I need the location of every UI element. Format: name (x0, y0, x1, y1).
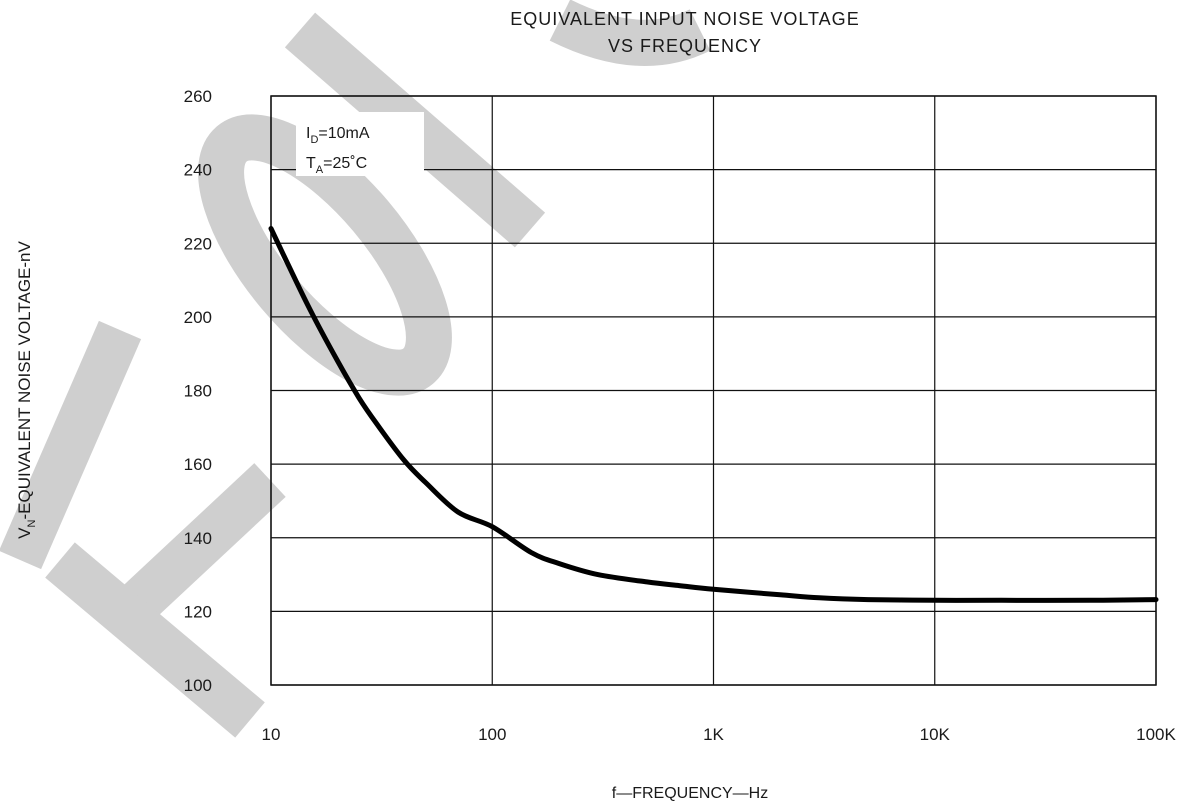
y-tick-label-100: 100 (184, 676, 212, 695)
grid-lines (270, 95, 1157, 686)
chart-title-line-1: EQUIVALENT INPUT NOISE VOLTAGE (510, 9, 859, 29)
x-axis-label: f—FREQUENCY—Hz (612, 785, 768, 802)
y-tick-label-120: 120 (184, 602, 212, 621)
x-tick-label-10K: 10K (920, 725, 951, 744)
chart-title-line-2: VS FREQUENCY (608, 36, 762, 56)
y-tick-label-240: 240 (184, 161, 212, 180)
x-tick-label-1K: 1K (703, 725, 724, 744)
y-tick-label-260: 260 (184, 87, 212, 106)
annotation-ambient-temp: TA=25˚C (306, 155, 367, 176)
x-tick-label-100K: 100K (1136, 725, 1176, 744)
watermark-o-2 (549, 0, 711, 66)
y-tick-labels: 100 120 140 160 180 200 220 240 260 (184, 87, 212, 695)
x-tick-labels: 10 100 1K 10K 100K (262, 725, 1177, 744)
annotation-box (296, 112, 424, 176)
y-axis-label: VN-EQUIVALENT NOISE VOLTAGE-nV (15, 241, 38, 539)
noise-voltage-curve (268, 226, 1159, 603)
watermark-h-bar (104, 463, 286, 637)
y-tick-label-160: 160 (184, 455, 212, 474)
plot-frame (270, 95, 1157, 686)
y-tick-label-180: 180 (184, 382, 212, 401)
x-tick-label-10: 10 (262, 725, 281, 744)
x-tick-label-100: 100 (478, 725, 506, 744)
watermark-h-left (0, 320, 142, 570)
y-tick-label-220: 220 (184, 234, 212, 253)
annotation-drain-current: ID=10mA (306, 125, 370, 146)
y-tick-label-140: 140 (184, 529, 212, 548)
watermark-o-1 (198, 114, 452, 396)
watermark-h-right (45, 542, 265, 738)
y-tick-label-200: 200 (184, 308, 212, 327)
